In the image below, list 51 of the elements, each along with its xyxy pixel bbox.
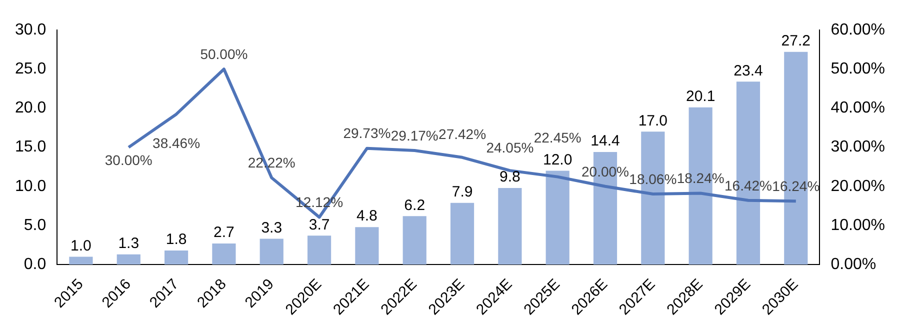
data-label: 30.00% [104, 152, 152, 168]
data-label: 24.05% [486, 139, 534, 156]
y-tick-label: 15.0 [15, 138, 46, 156]
data-label: 6.2 [404, 196, 426, 214]
data-label: 18.24% [676, 170, 724, 186]
bar [212, 243, 236, 265]
y2-tick-label: 10.00% [830, 216, 885, 234]
y2-tick-label: 60.00% [830, 21, 885, 38]
bar [69, 256, 93, 265]
y-tick-label: 5.0 [24, 216, 46, 234]
y2-tick-label: 0.00% [830, 256, 876, 274]
data-label: 3.7 [308, 216, 330, 234]
y-tick-label: 10.0 [15, 178, 46, 195]
data-label: 29.73% [343, 125, 391, 142]
bar [402, 216, 426, 265]
data-label: 50.00% [200, 46, 248, 62]
data-label: 3.3 [261, 219, 282, 236]
data-label: 18.06% [629, 170, 677, 187]
data-label: 27.2 [781, 32, 811, 50]
data-label: 23.4 [734, 62, 763, 80]
data-label: 1.8 [166, 231, 187, 248]
data-label: 17.0 [638, 112, 668, 130]
bar [450, 202, 474, 265]
data-label: 4.8 [356, 208, 378, 225]
data-label: 1.0 [70, 237, 92, 254]
y2-tick-label: 30.00% [830, 138, 885, 156]
bar [164, 250, 188, 265]
y2-tick-label: 20.00% [830, 178, 885, 195]
data-label: 22.45% [534, 130, 582, 146]
data-label: 12.0 [542, 151, 572, 168]
data-label: 20.1 [686, 88, 716, 106]
data-label: 7.9 [452, 183, 473, 200]
bar [355, 227, 379, 265]
y-tick-label: 20.0 [15, 100, 46, 117]
bar [307, 236, 332, 265]
bar [546, 170, 570, 265]
data-label: 29.17% [390, 127, 438, 144]
data-label: 38.46% [152, 135, 200, 152]
y2-tick-label: 50.00% [830, 60, 885, 78]
y-tick-label: 25.0 [15, 60, 46, 78]
y-tick-label: 0.0 [24, 256, 46, 274]
bar [498, 188, 522, 265]
y2-tick-label: 40.00% [830, 100, 885, 117]
data-label: 27.42% [438, 126, 486, 142]
data-label: 2.7 [214, 224, 234, 242]
y-tick-label: 30.0 [15, 21, 46, 38]
data-label: 1.3 [118, 235, 140, 252]
bar [260, 238, 284, 265]
data-label: 9.8 [500, 168, 520, 186]
data-label: 14.4 [590, 132, 620, 150]
bar [116, 254, 140, 265]
